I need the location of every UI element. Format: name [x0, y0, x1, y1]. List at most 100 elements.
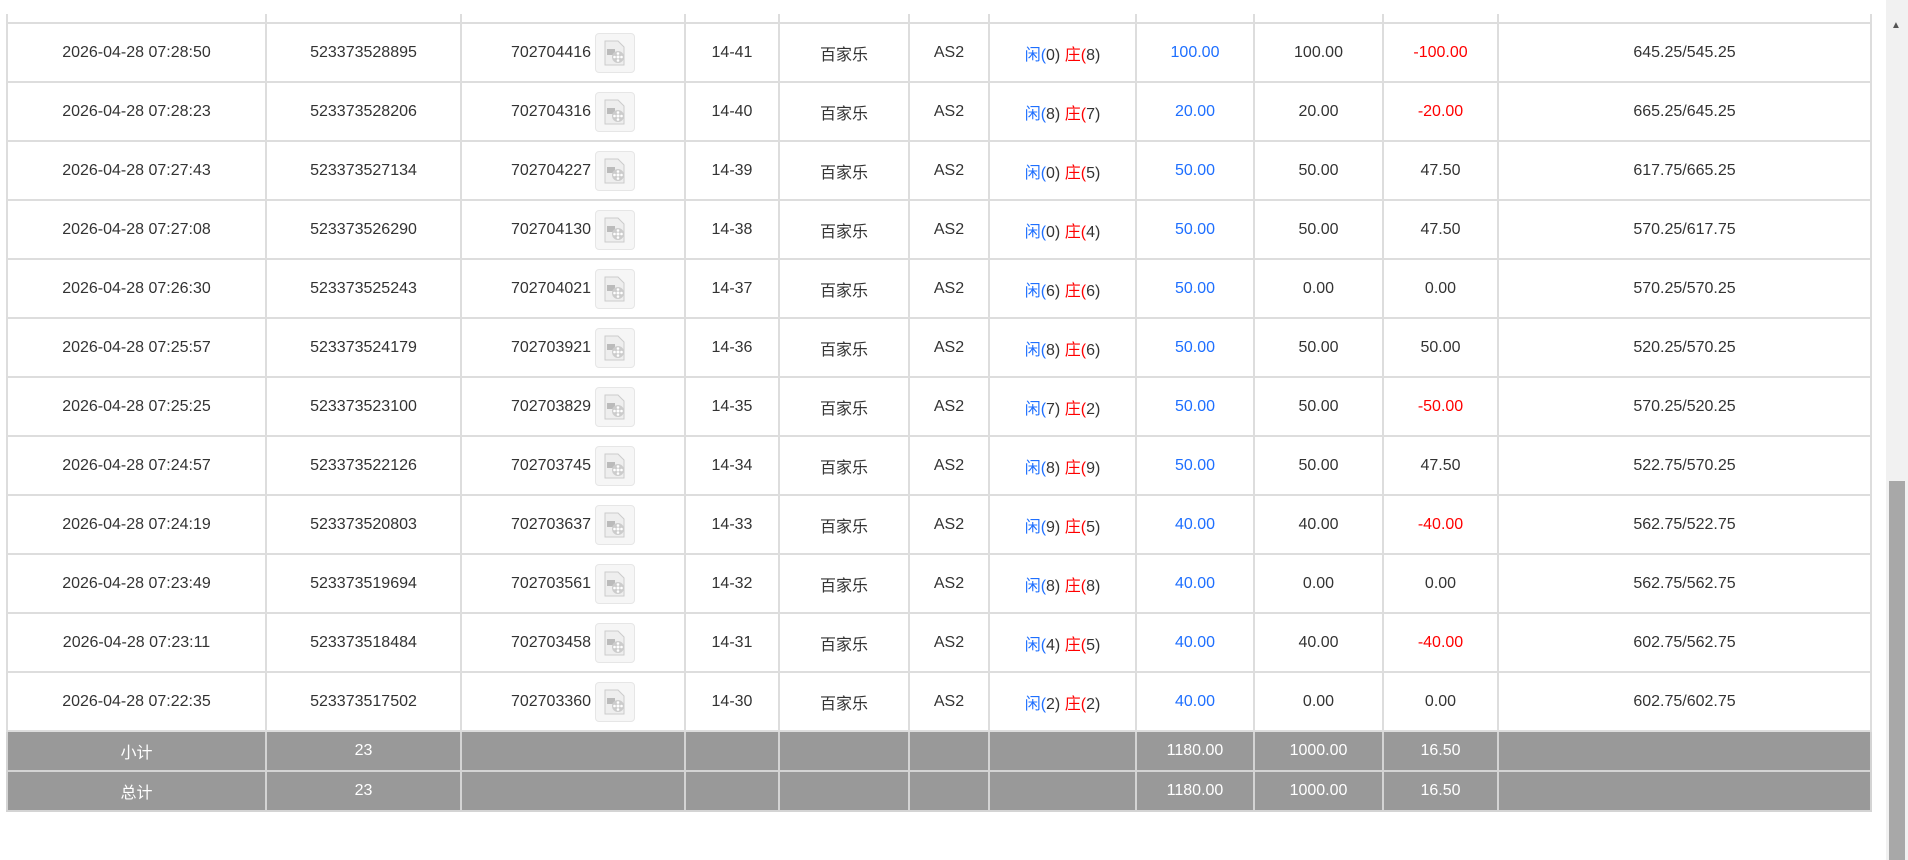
round-cell: 702704227: [460, 140, 686, 201]
bet-id: 523373519694: [265, 553, 462, 614]
valid-amount: 50.00: [1253, 376, 1384, 437]
bet-time: 2026-04-28 07:23:49: [6, 553, 267, 614]
banker-result: 庄(2): [1064, 695, 1101, 713]
shoe-number: 14-40: [684, 81, 780, 142]
round-id: 702703561: [510, 574, 592, 592]
video-file-icon[interactable]: [595, 150, 636, 191]
bet-amount: 50.00: [1135, 317, 1255, 378]
banker-result: 庄(2): [1064, 400, 1101, 418]
subtotal-label: 小计: [6, 730, 267, 772]
scroll-up-arrow-icon[interactable]: ▲: [1891, 20, 1901, 31]
subtotal-win: 16.50: [1382, 730, 1499, 772]
bet-amount: 40.00: [1135, 553, 1255, 614]
video-file-icon[interactable]: [595, 504, 636, 545]
subtotal-row: 小计 23 1180.00 1000.00 16.50: [6, 730, 1872, 772]
table-row: 2026-04-28 07:27:08 523373526290 7027041…: [6, 199, 1872, 260]
bet-id: 523373528206: [265, 81, 462, 142]
bet-time: 2026-04-28 07:28:50: [6, 22, 267, 83]
video-file-icon[interactable]: [595, 386, 636, 427]
player-result: 闲(6): [1024, 282, 1061, 300]
table-row: 2026-04-28 07:24:57 523373522126 7027037…: [6, 435, 1872, 496]
valid-amount: 20.00: [1253, 81, 1384, 142]
game-type: 百家乐: [778, 494, 910, 555]
video-file-icon[interactable]: [595, 91, 636, 132]
table-row: 2026-04-28 07:23:49 523373519694 7027035…: [6, 553, 1872, 614]
table-row: 2026-04-28 07:28:50 523373528895 7027044…: [6, 22, 1872, 83]
bet-id: 523373528895: [265, 22, 462, 83]
win-loss: -50.00: [1382, 376, 1499, 437]
banker-result: 庄(4): [1064, 223, 1101, 241]
game-type: 百家乐: [778, 671, 910, 732]
video-file-icon[interactable]: [595, 563, 636, 604]
bet-time: 2026-04-28 07:27:43: [6, 140, 267, 201]
total-label: 总计: [6, 770, 267, 812]
round-cell: 702704130: [460, 199, 686, 260]
bet-amount: 50.00: [1135, 199, 1255, 260]
video-file-icon[interactable]: [595, 445, 636, 486]
table-header-remnant: [6, 14, 1872, 24]
shoe-number: 14-36: [684, 317, 780, 378]
bet-time: 2026-04-28 07:24:57: [6, 435, 267, 496]
bet-amount: 40.00: [1135, 612, 1255, 673]
total-count: 23: [265, 770, 462, 812]
win-loss: -20.00: [1382, 81, 1499, 142]
valid-amount: 0.00: [1253, 553, 1384, 614]
valid-amount: 0.00: [1253, 671, 1384, 732]
player-result: 闲(9): [1024, 518, 1061, 536]
round-id: 702703921: [510, 338, 592, 356]
round-cell: 702703745: [460, 435, 686, 496]
bet-time: 2026-04-28 07:24:19: [6, 494, 267, 555]
game-type: 百家乐: [778, 258, 910, 319]
shoe-number: 14-30: [684, 671, 780, 732]
result-cell: 闲(0) 庄(5): [988, 140, 1137, 201]
banker-result: 庄(8): [1064, 577, 1101, 595]
game-type: 百家乐: [778, 81, 910, 142]
win-loss: 47.50: [1382, 199, 1499, 260]
bet-time: 2026-04-28 07:27:08: [6, 199, 267, 260]
banker-result: 庄(5): [1064, 636, 1101, 654]
table-code: AS2: [908, 494, 990, 555]
valid-amount: 50.00: [1253, 199, 1384, 260]
bet-id: 523373518484: [265, 612, 462, 673]
player-result: 闲(0): [1024, 46, 1061, 64]
table-code: AS2: [908, 140, 990, 201]
round-id: 702704021: [510, 279, 592, 297]
game-type: 百家乐: [778, 22, 910, 83]
result-cell: 闲(6) 庄(6): [988, 258, 1137, 319]
table-code: AS2: [908, 671, 990, 732]
balance-change: 602.75/562.75: [1497, 612, 1872, 673]
table-code: AS2: [908, 612, 990, 673]
bet-id: 523373522126: [265, 435, 462, 496]
video-file-icon[interactable]: [595, 622, 636, 663]
win-loss: 47.50: [1382, 140, 1499, 201]
video-file-icon[interactable]: [595, 681, 636, 722]
video-file-icon[interactable]: [595, 32, 636, 73]
valid-amount: 100.00: [1253, 22, 1384, 83]
bet-id: 523373526290: [265, 199, 462, 260]
vertical-scrollbar[interactable]: ▲: [1886, 0, 1908, 860]
bet-amount: 50.00: [1135, 376, 1255, 437]
table-code: AS2: [908, 553, 990, 614]
table-code: AS2: [908, 22, 990, 83]
bet-amount: 40.00: [1135, 671, 1255, 732]
player-result: 闲(0): [1024, 164, 1061, 182]
round-id: 702704227: [510, 161, 592, 179]
shoe-number: 14-41: [684, 22, 780, 83]
video-file-icon[interactable]: [595, 209, 636, 250]
result-cell: 闲(8) 庄(9): [988, 435, 1137, 496]
bet-id: 523373527134: [265, 140, 462, 201]
banker-result: 庄(5): [1064, 518, 1101, 536]
banker-result: 庄(5): [1064, 164, 1101, 182]
bet-time: 2026-04-28 07:25:57: [6, 317, 267, 378]
subtotal-bet: 1180.00: [1135, 730, 1255, 772]
table-code: AS2: [908, 376, 990, 437]
win-loss: -40.00: [1382, 494, 1499, 555]
scrollbar-thumb[interactable]: [1889, 481, 1905, 860]
table-row: 2026-04-28 07:24:19 523373520803 7027036…: [6, 494, 1872, 555]
round-cell: 702703561: [460, 553, 686, 614]
video-file-icon[interactable]: [595, 268, 636, 309]
bet-id: 523373520803: [265, 494, 462, 555]
result-cell: 闲(8) 庄(6): [988, 317, 1137, 378]
video-file-icon[interactable]: [595, 327, 636, 368]
bet-id: 523373525243: [265, 258, 462, 319]
